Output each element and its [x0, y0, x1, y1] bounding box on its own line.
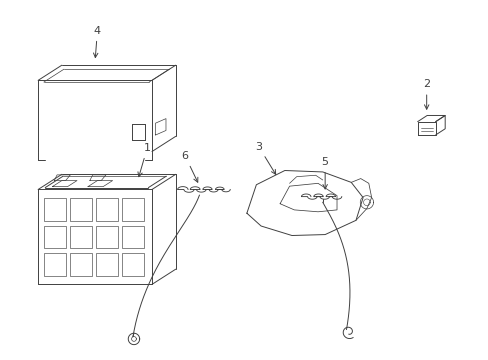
Bar: [44, 226, 65, 248]
Text: 1: 1: [138, 143, 150, 177]
Bar: [44, 253, 65, 276]
Text: 6: 6: [182, 151, 198, 182]
Bar: [122, 198, 143, 221]
Text: 5: 5: [321, 157, 328, 189]
Text: 4: 4: [93, 26, 101, 58]
Bar: [122, 253, 143, 276]
Bar: [44, 198, 65, 221]
Bar: [96, 253, 118, 276]
Text: 3: 3: [255, 141, 275, 174]
Bar: [70, 253, 92, 276]
Bar: [96, 198, 118, 221]
Bar: [70, 226, 92, 248]
Text: 2: 2: [422, 80, 429, 109]
Bar: [70, 198, 92, 221]
Bar: [96, 226, 118, 248]
Bar: [122, 226, 143, 248]
